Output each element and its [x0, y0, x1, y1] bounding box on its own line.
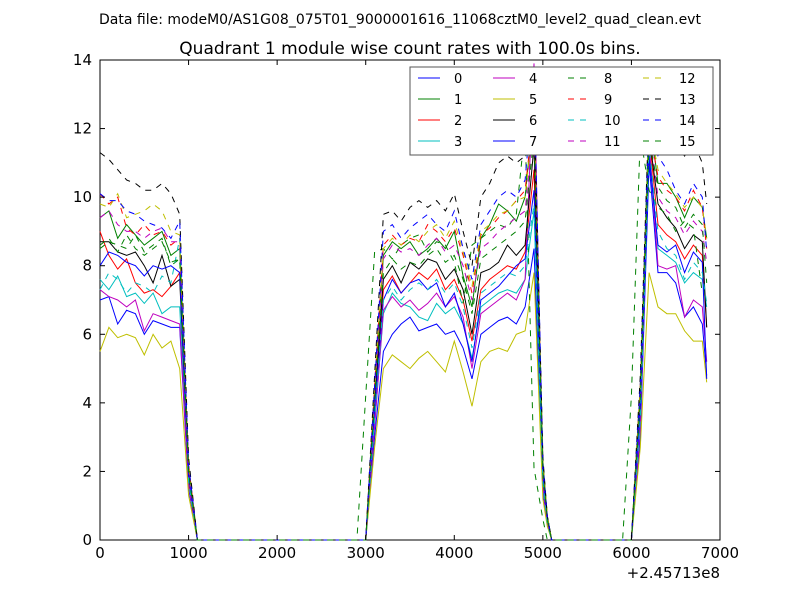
x-tick-label: 0	[95, 544, 105, 562]
legend-label-2: 2	[454, 114, 462, 129]
series-line-14	[99, 77, 708, 541]
legend-label-1: 1	[454, 93, 462, 108]
series-layer	[99, 63, 708, 541]
legend-label-14: 14	[679, 114, 696, 129]
x-tick-label: 6000	[612, 544, 650, 562]
y-tick-label: 8	[82, 257, 92, 275]
legend-label-13: 13	[679, 93, 696, 108]
y-tick-label: 12	[73, 120, 92, 138]
series-line-13	[99, 94, 708, 541]
x-tick-label: 1000	[169, 544, 207, 562]
y-tick-label: 6	[82, 325, 92, 343]
y-tick-label: 0	[82, 531, 92, 549]
x-offset-label: +2.45713e8	[627, 564, 720, 582]
chart-title: Quadrant 1 module wise count rates with …	[179, 39, 640, 59]
legend-label-12: 12	[679, 72, 696, 87]
x-tick-label: 5000	[524, 544, 562, 562]
x-tick-label: 4000	[435, 544, 473, 562]
legend-label-10: 10	[604, 114, 621, 129]
legend-label-8: 8	[604, 72, 612, 87]
y-tick-label: 10	[73, 188, 92, 206]
legend-box	[409, 66, 714, 156]
legend-label-7: 7	[529, 135, 537, 150]
legend-label-6: 6	[529, 114, 537, 129]
legend-label-11: 11	[604, 135, 621, 150]
chart-suptitle: Data file: modeM0/AS1G08_075T01_90000016…	[99, 12, 701, 28]
y-tick-label: 2	[82, 462, 92, 480]
legend-label-5: 5	[529, 93, 537, 108]
y-tick-label: 4	[82, 394, 92, 412]
y-tick-label: 14	[73, 51, 92, 69]
legend-label-0: 0	[454, 72, 462, 87]
legend-label-4: 4	[529, 72, 537, 87]
legend-label-9: 9	[604, 93, 612, 108]
legend-label-3: 3	[454, 135, 462, 150]
legend-label-15: 15	[679, 135, 696, 150]
x-tick-label: 7000	[701, 544, 739, 562]
x-tick-label: 3000	[347, 544, 385, 562]
series-line-15	[99, 135, 708, 541]
x-tick-label: 2000	[258, 544, 296, 562]
